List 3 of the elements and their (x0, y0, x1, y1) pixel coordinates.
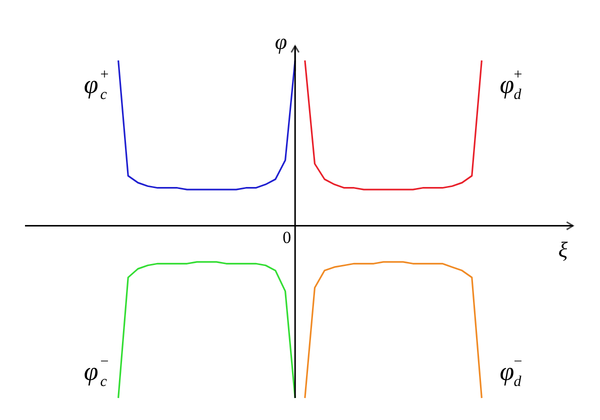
y-axis-title: φ (274, 29, 288, 54)
annotation: 0 (282, 228, 292, 247)
x-axis-title: ξ (558, 236, 568, 262)
